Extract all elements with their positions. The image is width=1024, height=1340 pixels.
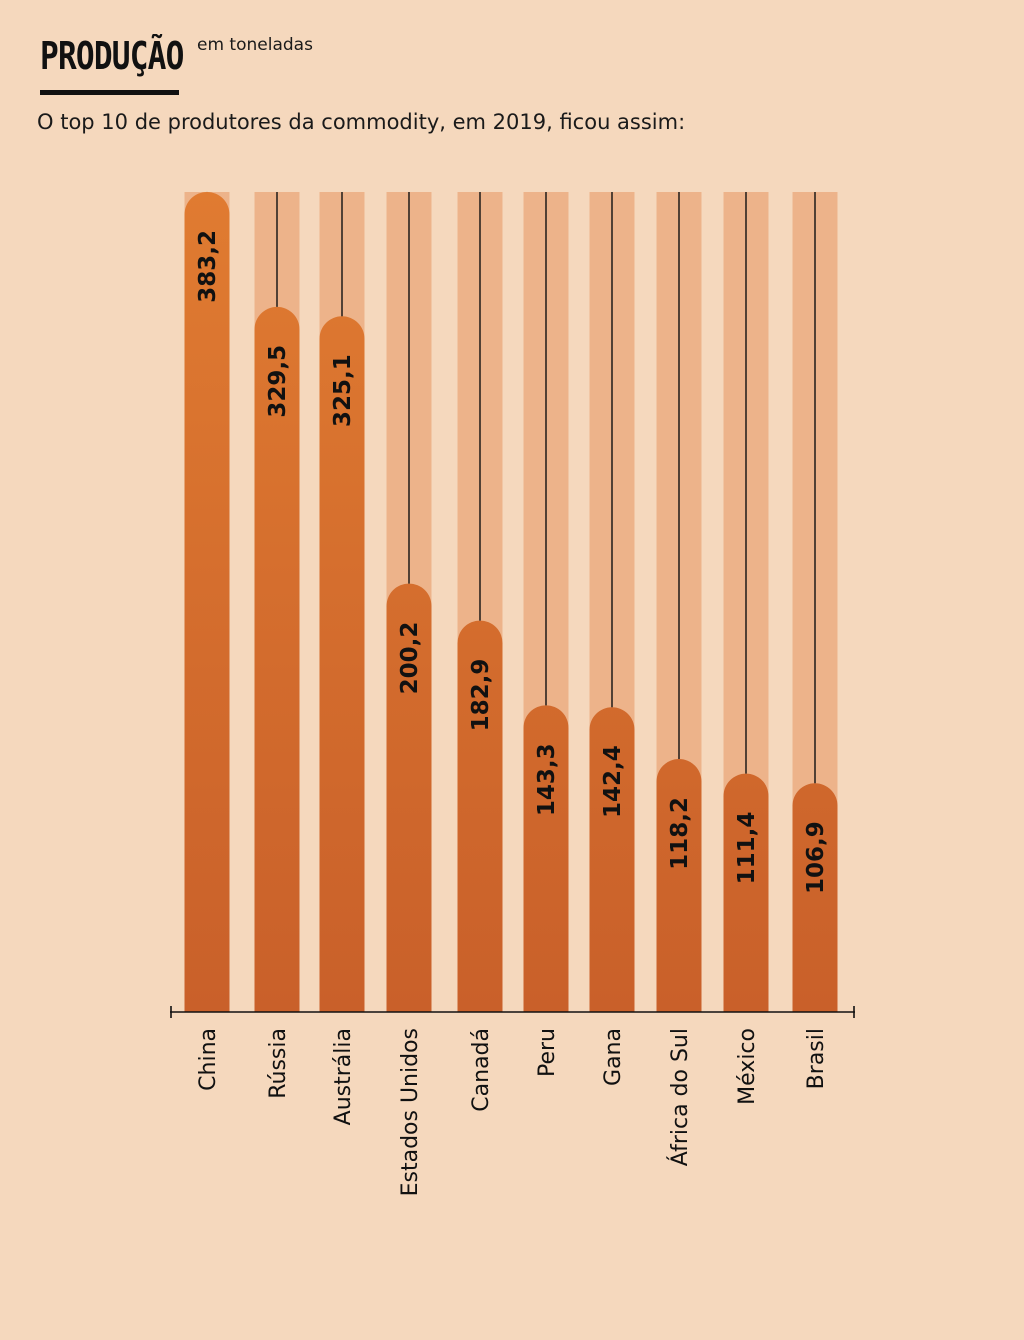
value-label: 111,4: [734, 812, 760, 885]
x-axis: [170, 1006, 855, 1018]
bar: [254, 306, 300, 1012]
value-label: 106,9: [803, 821, 829, 894]
category-label: Brasil: [804, 1028, 829, 1089]
value-label: 143,3: [534, 743, 560, 816]
category-labels: China Rússia Austrália Estados Unidos Canadá…: [196, 1028, 829, 1196]
bar: [656, 759, 702, 1012]
category-label: África do Sul: [667, 1028, 693, 1166]
value-label: 182,9: [468, 659, 494, 732]
bars: [184, 191, 838, 1012]
category-label: Rússia: [266, 1028, 291, 1099]
category-label: Gana: [601, 1028, 626, 1086]
value-label: 200,2: [397, 622, 423, 695]
value-label: 325,1: [330, 354, 356, 427]
value-labels: 383,2 329,5 325,1 200,2 182,9 143,3 142,4 118,2…: [195, 230, 829, 894]
chart-subtitle: O top 10 de produtores da commodity, em …: [37, 110, 686, 134]
bar: [386, 583, 432, 1012]
bar: [523, 705, 569, 1012]
chart-title: PRODUÇÃO: [40, 34, 184, 78]
bar: [319, 316, 365, 1012]
category-label: Austrália: [331, 1028, 356, 1125]
category-label: México: [735, 1028, 760, 1105]
chart-header: PRODUÇÃO em toneladas O top 10 de produt…: [37, 30, 980, 140]
category-label: Peru: [535, 1028, 560, 1077]
value-label: 383,2: [195, 230, 221, 303]
bar: [589, 707, 635, 1012]
value-label: 118,2: [667, 797, 693, 870]
value-label: 142,4: [600, 745, 626, 818]
bar: [184, 191, 230, 1012]
bar: [457, 620, 503, 1012]
bar: [792, 783, 838, 1012]
leader-lines: [206, 191, 816, 784]
category-label: Canadá: [469, 1028, 494, 1112]
category-label: China: [196, 1028, 221, 1091]
title-underline: [40, 90, 179, 95]
unit-label: em toneladas: [197, 35, 313, 55]
category-label: Estados Unidos: [398, 1028, 423, 1196]
bar: [723, 773, 769, 1012]
value-label: 329,5: [265, 345, 291, 418]
